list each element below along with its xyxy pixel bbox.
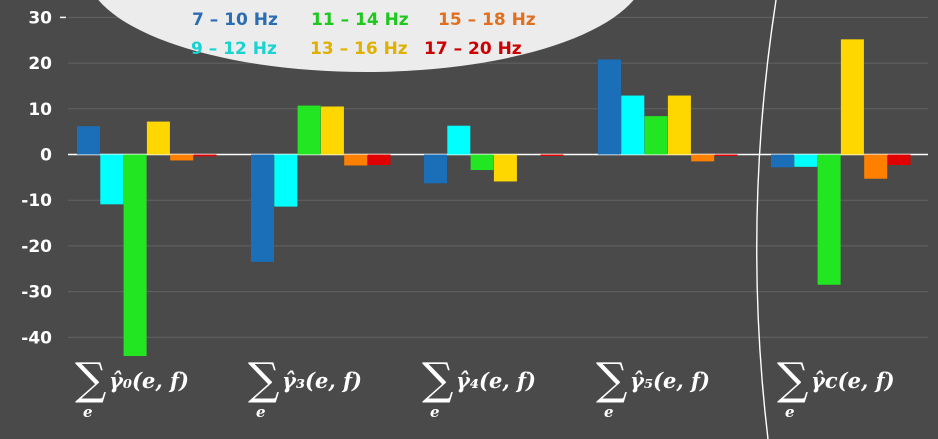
legend-entry: 9 – 12 Hz: [191, 39, 277, 59]
category-label: ∑e γ̂₃(e, f): [248, 354, 362, 421]
bar: [193, 154, 217, 157]
bar: [146, 121, 170, 155]
category-expression: γ̂c(e, f): [811, 368, 895, 393]
category-label: ∑e γ̂₅(e, f): [596, 354, 710, 421]
sum-symbol: ∑: [248, 354, 279, 405]
bar: [691, 154, 715, 162]
separator-curve: [756, 0, 777, 439]
bar: [621, 95, 645, 155]
category-label: ∑e γ̂₀(e, f): [75, 354, 189, 421]
legend-background: [98, 0, 634, 72]
y-tick-label: 0: [40, 146, 52, 166]
category-expression: γ̂₀(e, f): [109, 368, 189, 393]
category-label: ∑e γ̂c(e, f): [777, 354, 895, 421]
bar: [77, 126, 100, 155]
category-label: ∑e γ̂₄(e, f): [422, 354, 536, 421]
bar: [424, 154, 447, 184]
y-tick-label: -30: [21, 283, 52, 303]
sum-subscript: e: [430, 403, 440, 421]
legend-entry: 11 – 14 Hz: [311, 10, 409, 30]
bar: [297, 105, 321, 155]
bar: [274, 154, 298, 207]
category-expression: γ̂₄(e, f): [456, 368, 536, 393]
y-tick-label: -20: [21, 237, 52, 257]
bar: [447, 125, 471, 155]
bar: [840, 39, 864, 155]
legend-entry: 17 – 20 Hz: [424, 39, 522, 59]
bar: [817, 154, 841, 285]
bar: [170, 154, 194, 161]
bar: [794, 154, 818, 167]
bar: [667, 95, 691, 155]
sum-subscript: e: [785, 403, 795, 421]
bar: [644, 116, 668, 155]
bar: [887, 154, 911, 166]
bar: [598, 59, 621, 155]
y-tick-label: 30: [28, 8, 52, 28]
bar: [344, 154, 368, 166]
bar: [771, 154, 794, 168]
sum-symbol: ∑: [596, 354, 627, 405]
legend-entry: 13 – 16 Hz: [310, 39, 408, 59]
y-tick-label: -10: [21, 191, 52, 211]
legend-entry: 15 – 18 Hz: [438, 10, 536, 30]
sum-symbol: ∑: [422, 354, 453, 405]
bar: [470, 154, 494, 171]
y-tick-label: 20: [28, 54, 52, 74]
category-expression: γ̂₃(e, f): [282, 368, 362, 393]
sum-subscript: e: [256, 403, 266, 421]
sum-symbol: ∑: [75, 354, 106, 405]
separator-line: [756, 0, 777, 439]
bar: [367, 154, 391, 166]
bar: [100, 154, 124, 205]
y-tick-label: 10: [28, 100, 52, 120]
sum-subscript: e: [604, 403, 614, 421]
y-axis-tick-labels: 30 20 10 0 -10 -20 -30 -40: [21, 8, 52, 348]
bars: [77, 39, 911, 357]
bar: [714, 154, 738, 156]
category-labels: ∑eγ̂₀(e, f) ∑eγ̂₃(e, f) ∑eγ̂₄(e, f) ∑eγ̂₅(e…: [75, 354, 895, 421]
category-expression: γ̂₅(e, f): [630, 368, 710, 393]
legend: 7 – 10 Hz 9 – 12 Hz 11 – 14 Hz 13 – 16 Hz 15…: [98, 0, 634, 72]
sum-symbol: ∑: [777, 354, 808, 405]
bar: [320, 106, 344, 155]
y-tick-label: -40: [21, 328, 52, 348]
bar: [251, 154, 274, 262]
legend-entry: 7 – 10 Hz: [192, 10, 278, 30]
bar: [123, 154, 147, 357]
bar: [540, 154, 564, 156]
sum-subscript: e: [83, 403, 93, 421]
bar: [864, 154, 888, 179]
bar: [493, 154, 517, 182]
